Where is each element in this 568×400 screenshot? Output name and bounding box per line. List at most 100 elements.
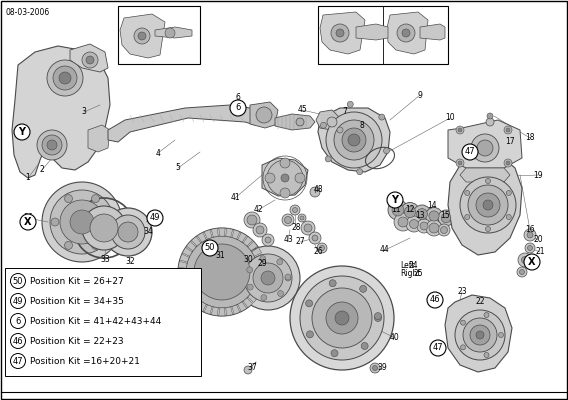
Circle shape bbox=[398, 217, 408, 227]
Circle shape bbox=[373, 366, 378, 370]
Polygon shape bbox=[255, 254, 264, 262]
Polygon shape bbox=[182, 288, 192, 297]
Circle shape bbox=[438, 224, 450, 236]
Polygon shape bbox=[70, 44, 108, 72]
Circle shape bbox=[402, 29, 410, 37]
Polygon shape bbox=[460, 190, 510, 204]
Polygon shape bbox=[120, 14, 165, 58]
Circle shape bbox=[10, 294, 26, 308]
Circle shape bbox=[461, 345, 466, 350]
Circle shape bbox=[416, 209, 427, 219]
Circle shape bbox=[70, 210, 94, 234]
Circle shape bbox=[462, 144, 478, 160]
Circle shape bbox=[82, 52, 98, 68]
Text: Position Kit = 34+35: Position Kit = 34+35 bbox=[30, 296, 124, 306]
Circle shape bbox=[104, 208, 152, 256]
Circle shape bbox=[293, 208, 298, 212]
Polygon shape bbox=[232, 305, 240, 314]
Circle shape bbox=[319, 246, 324, 250]
Text: 16: 16 bbox=[525, 226, 535, 234]
Text: 46: 46 bbox=[429, 296, 440, 304]
Circle shape bbox=[370, 363, 380, 373]
Circle shape bbox=[280, 188, 290, 198]
Circle shape bbox=[90, 214, 118, 242]
Polygon shape bbox=[387, 12, 428, 54]
Circle shape bbox=[357, 169, 363, 175]
Circle shape bbox=[487, 113, 493, 119]
Circle shape bbox=[327, 117, 337, 127]
Circle shape bbox=[430, 340, 446, 356]
Circle shape bbox=[290, 266, 394, 370]
Circle shape bbox=[521, 256, 528, 264]
Polygon shape bbox=[316, 110, 338, 130]
Circle shape bbox=[261, 271, 275, 285]
Circle shape bbox=[360, 285, 367, 292]
Circle shape bbox=[406, 216, 422, 232]
Circle shape bbox=[118, 222, 138, 242]
Text: 10: 10 bbox=[445, 114, 455, 122]
Polygon shape bbox=[178, 269, 186, 275]
Polygon shape bbox=[318, 108, 390, 172]
Text: 40: 40 bbox=[390, 334, 400, 342]
Text: 32: 32 bbox=[125, 258, 135, 266]
Polygon shape bbox=[12, 46, 110, 178]
Circle shape bbox=[194, 244, 250, 300]
Circle shape bbox=[486, 178, 491, 184]
Circle shape bbox=[348, 134, 360, 146]
Text: 28: 28 bbox=[291, 224, 300, 232]
Circle shape bbox=[309, 232, 321, 244]
Text: Left: Left bbox=[400, 260, 415, 270]
Circle shape bbox=[484, 312, 489, 318]
Text: 15: 15 bbox=[440, 210, 450, 220]
Circle shape bbox=[265, 237, 271, 243]
Circle shape bbox=[202, 240, 218, 256]
Circle shape bbox=[524, 254, 540, 270]
Circle shape bbox=[520, 270, 524, 274]
Circle shape bbox=[342, 128, 366, 152]
Circle shape bbox=[51, 218, 59, 226]
Text: 46: 46 bbox=[12, 336, 23, 346]
Bar bbox=[118, 6, 200, 64]
Polygon shape bbox=[258, 269, 266, 275]
Circle shape bbox=[465, 190, 470, 196]
Text: 7: 7 bbox=[343, 108, 348, 116]
Circle shape bbox=[528, 246, 533, 250]
Circle shape bbox=[244, 366, 252, 374]
Circle shape bbox=[463, 318, 497, 352]
Polygon shape bbox=[445, 295, 512, 372]
Text: 24: 24 bbox=[408, 260, 418, 270]
Text: 30: 30 bbox=[243, 256, 253, 264]
Polygon shape bbox=[320, 12, 365, 54]
Circle shape bbox=[504, 159, 512, 167]
Circle shape bbox=[499, 332, 503, 338]
Polygon shape bbox=[179, 254, 189, 262]
Circle shape bbox=[458, 128, 462, 132]
Circle shape bbox=[306, 300, 312, 307]
Text: 49: 49 bbox=[12, 296, 23, 306]
Text: 27: 27 bbox=[295, 238, 305, 246]
Circle shape bbox=[256, 107, 272, 123]
Text: 17: 17 bbox=[505, 138, 515, 146]
Polygon shape bbox=[155, 27, 192, 38]
Circle shape bbox=[476, 193, 500, 217]
Text: 18: 18 bbox=[525, 134, 534, 142]
Circle shape bbox=[37, 130, 67, 160]
Polygon shape bbox=[178, 261, 187, 268]
Text: 9: 9 bbox=[417, 90, 423, 100]
Circle shape bbox=[138, 32, 146, 40]
Circle shape bbox=[425, 208, 442, 224]
Text: 6: 6 bbox=[236, 94, 240, 102]
Text: 23: 23 bbox=[457, 288, 467, 296]
Circle shape bbox=[525, 243, 535, 253]
Circle shape bbox=[506, 128, 510, 132]
Polygon shape bbox=[178, 276, 187, 283]
Circle shape bbox=[53, 66, 77, 90]
Polygon shape bbox=[225, 228, 233, 237]
Circle shape bbox=[455, 310, 505, 360]
Polygon shape bbox=[186, 293, 196, 302]
Circle shape bbox=[281, 174, 289, 182]
Circle shape bbox=[247, 215, 257, 225]
Circle shape bbox=[506, 161, 510, 165]
Text: 35: 35 bbox=[145, 216, 155, 224]
Polygon shape bbox=[204, 230, 212, 239]
